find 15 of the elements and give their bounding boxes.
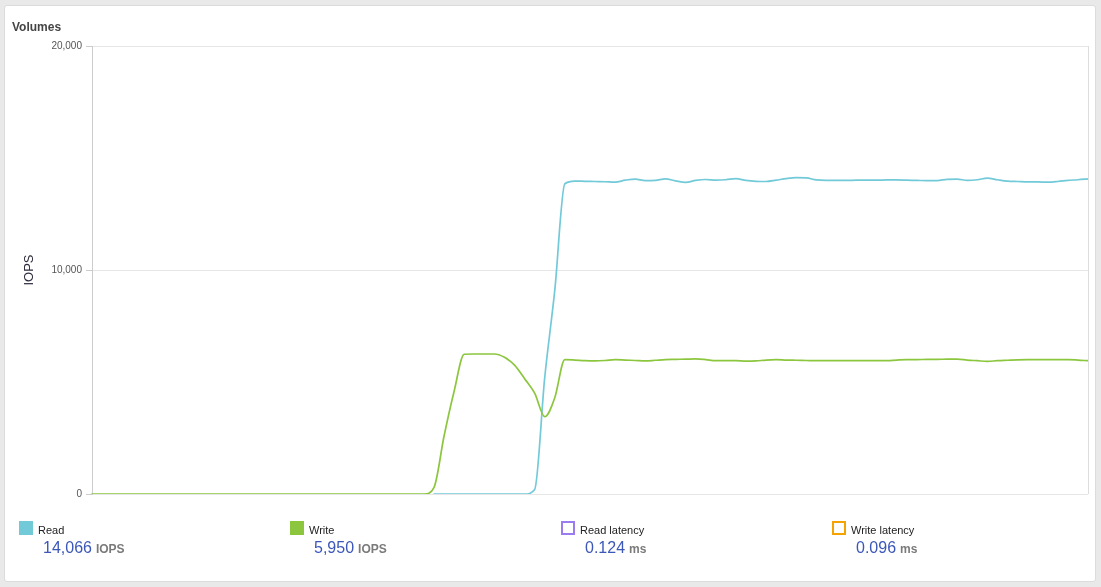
- legend-label: Write latency: [851, 524, 915, 536]
- y-tick-label: 0: [76, 487, 83, 499]
- y-axis-title: IOPS: [21, 254, 37, 286]
- text: 5,950 IOPS: [314, 539, 387, 556]
- legend-label: Write: [309, 524, 335, 536]
- text: 0.124 ms: [585, 539, 647, 556]
- text: 14,066 IOPS: [43, 539, 125, 556]
- line-series: [91, 353, 1089, 494]
- legend-label: Read latency: [580, 524, 645, 536]
- chart-title: Volumes: [12, 20, 62, 34]
- legend-label: Read: [38, 524, 65, 536]
- y-tick-label: 20,000: [51, 39, 83, 51]
- line-series: [433, 176, 1089, 494]
- text: 0.096 ms: [856, 539, 918, 556]
- y-tick-label: 10,000: [51, 263, 83, 275]
